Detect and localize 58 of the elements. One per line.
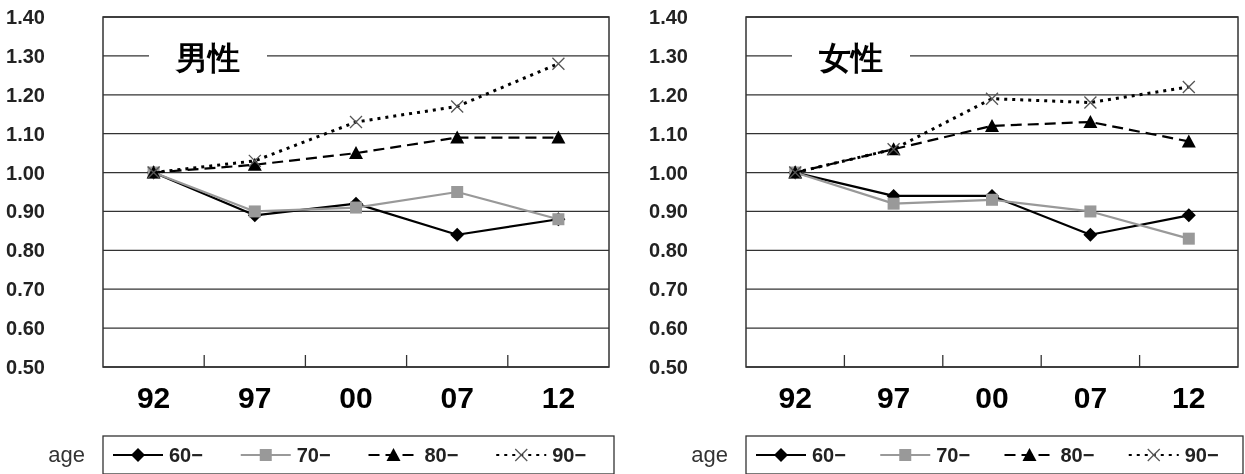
legend-label: 70− bbox=[936, 444, 971, 466]
y-tick-label: 0.80 bbox=[6, 239, 45, 262]
point bbox=[349, 146, 363, 160]
y-tick-label: 0.90 bbox=[6, 200, 45, 223]
point bbox=[1084, 205, 1097, 218]
y-tick-label: 1.00 bbox=[649, 161, 688, 184]
y-tick-label: 1.30 bbox=[649, 44, 688, 67]
y-tick-label: 1.20 bbox=[6, 83, 45, 106]
y-tick-label: 0.70 bbox=[6, 278, 45, 301]
y-tick-label: 0.80 bbox=[649, 239, 688, 262]
legend-label: 80− bbox=[1060, 444, 1095, 466]
legend-label: 70− bbox=[296, 444, 331, 466]
x-tick-label: 97 bbox=[876, 381, 911, 414]
point bbox=[1181, 134, 1196, 148]
y-tick-label: 1.00 bbox=[6, 161, 45, 184]
y-tick-label: 1.10 bbox=[649, 122, 688, 145]
point bbox=[1083, 115, 1098, 128]
y-tick-label: 1.30 bbox=[6, 44, 45, 67]
y-tick-label: 0.50 bbox=[649, 356, 688, 378]
text: 女性 bbox=[818, 40, 883, 76]
point bbox=[1182, 232, 1195, 245]
point bbox=[551, 130, 566, 144]
point bbox=[451, 186, 464, 198]
x-tick-label: 00 bbox=[975, 381, 1009, 414]
x-tick-label: 92 bbox=[778, 381, 812, 414]
point bbox=[450, 130, 465, 144]
y-tick-label: 1.20 bbox=[649, 83, 688, 106]
y-tick-label: 0.50 bbox=[6, 356, 45, 378]
x-tick-label: 12 bbox=[541, 381, 576, 414]
point bbox=[450, 227, 465, 242]
y-tick-label: 0.90 bbox=[649, 200, 688, 223]
x-tick-label: 00 bbox=[339, 381, 373, 414]
point bbox=[985, 118, 999, 132]
legend-title: age bbox=[691, 442, 728, 467]
point bbox=[350, 201, 362, 214]
y-tick-label: 0.60 bbox=[649, 317, 688, 340]
y-tick-label: 1.10 bbox=[6, 122, 45, 145]
legend-label: 80− bbox=[424, 444, 459, 466]
x-tick-label: 07 bbox=[1073, 381, 1108, 414]
y-tick-label: 1.40 bbox=[6, 6, 45, 28]
legend-label: 90− bbox=[1184, 444, 1219, 466]
legend-title: age bbox=[48, 442, 85, 467]
x-tick-label: 97 bbox=[238, 381, 272, 414]
y-tick-label: 0.60 bbox=[6, 317, 45, 340]
legend-label: 60− bbox=[812, 444, 846, 466]
point bbox=[887, 197, 900, 210]
x-tick-label: 12 bbox=[1172, 381, 1206, 414]
text: 男性 bbox=[175, 40, 240, 76]
point bbox=[1083, 227, 1098, 242]
legend-label: 60− bbox=[169, 444, 203, 466]
point bbox=[986, 193, 998, 206]
point bbox=[1181, 208, 1196, 223]
point bbox=[248, 205, 261, 218]
x-tick-label: 92 bbox=[136, 381, 171, 414]
legend-label: 90− bbox=[552, 444, 587, 466]
y-tick-label: 1.40 bbox=[649, 6, 688, 28]
y-tick-label: 0.70 bbox=[649, 278, 688, 301]
x-tick-label: 07 bbox=[440, 381, 474, 414]
